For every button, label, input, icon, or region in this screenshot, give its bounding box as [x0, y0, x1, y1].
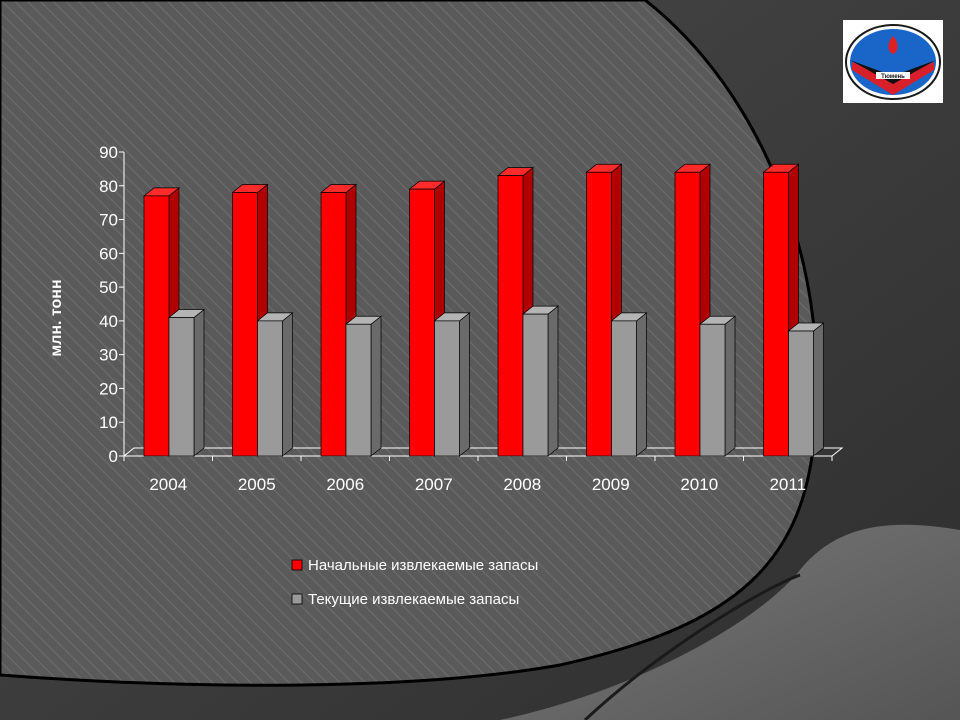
legend-swatch-initial — [291, 559, 303, 571]
y-tick-label: 0 — [109, 447, 118, 466]
x-tick-label: 2008 — [503, 475, 541, 494]
x-tick-label: 2005 — [238, 475, 276, 494]
bar-current-2004 — [168, 308, 205, 457]
x-tick-label: 2004 — [149, 475, 187, 494]
corner-swoosh-edge — [583, 573, 801, 720]
bar-current-2008 — [522, 305, 559, 457]
y-axis-ticks: 0 10 20 30 40 50 60 70 80 90 — [99, 143, 124, 466]
bar-current-2011 — [787, 322, 825, 457]
x-tick-label: 2009 — [592, 475, 630, 494]
x-tick-label: 2011 — [769, 475, 806, 494]
bar-current-2009 — [610, 312, 648, 457]
bar-current-2007 — [433, 312, 471, 457]
bar-current-2010 — [699, 315, 736, 457]
y-tick-label: 50 — [99, 278, 118, 297]
y-tick-label: 60 — [99, 244, 118, 263]
legend-item-current-reserves: Текущие извлекаемые запасы — [291, 591, 519, 608]
chart-legend: Начальные извлекаемые запасы Текущие изв… — [291, 557, 538, 608]
university-emblem-icon: Тюмень — [843, 20, 943, 103]
x-tick-label: 2007 — [415, 475, 453, 494]
y-tick-label: 70 — [99, 211, 118, 230]
legend-label-initial: Начальные извлекаемые запасы — [308, 557, 538, 574]
bar-current-2006 — [345, 315, 382, 457]
y-tick-label: 10 — [99, 413, 118, 432]
x-tick-label: 2010 — [680, 475, 718, 494]
bars — [143, 163, 825, 457]
legend-item-initial-reserves: Начальные извлекаемые запасы — [291, 557, 538, 574]
legend-label-current: Текущие извлекаемые запасы — [308, 591, 519, 608]
x-axis-labels: 2004 2005 2006 2007 2008 2009 2010 2011 — [123, 456, 833, 494]
y-tick-label: 80 — [99, 177, 118, 196]
logo-text: Тюмень — [881, 74, 905, 80]
bar-current-2005 — [256, 312, 294, 457]
y-tick-label: 40 — [99, 312, 118, 331]
legend-swatch-current — [291, 593, 303, 605]
y-tick-label: 30 — [99, 346, 118, 365]
y-tick-label: 20 — [99, 379, 118, 398]
y-axis-label: млн. тонн — [48, 279, 65, 356]
x-tick-label: 2006 — [326, 475, 364, 494]
bar-chart: 0 10 20 30 40 50 60 70 80 90 2004 2005 2006 2007 2008… — [48, 143, 844, 494]
corner-swoosh — [500, 524, 960, 720]
y-tick-label: 90 — [99, 143, 118, 162]
